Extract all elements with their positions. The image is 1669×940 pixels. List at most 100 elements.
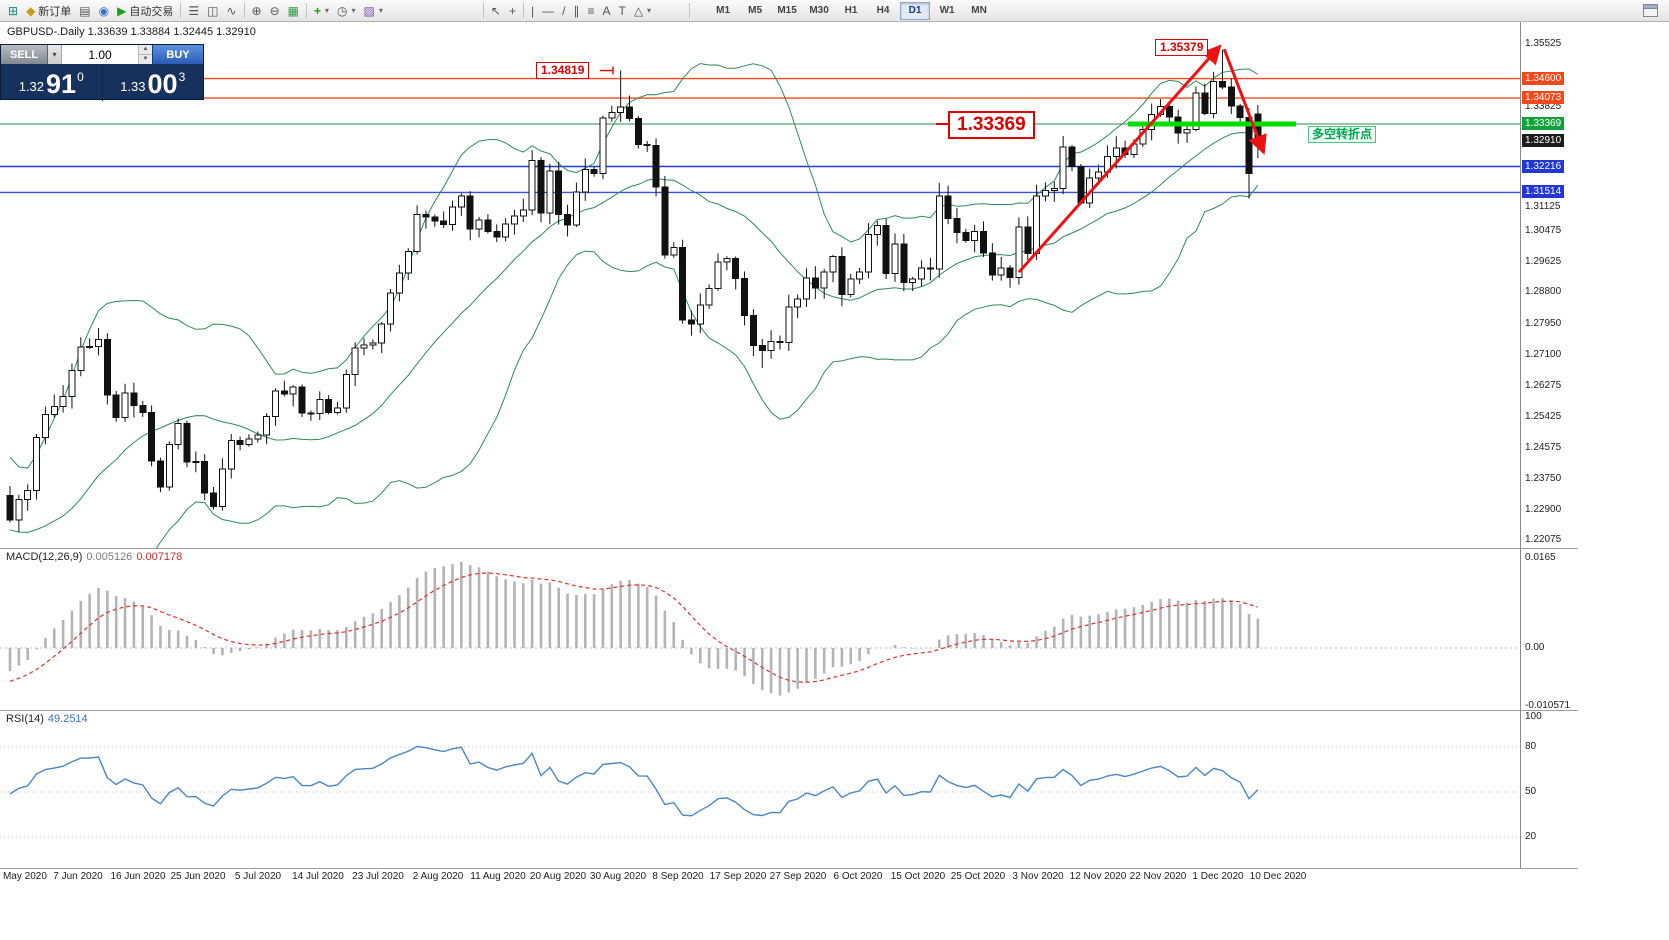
timeframe-button-m30[interactable]: M30	[809, 5, 829, 16]
time-axis-label: 23 Jul 2020	[352, 871, 404, 882]
macd-indicator-label: MACD(12,26,9) 0.005126 0.007178	[6, 551, 182, 563]
new-chart-button[interactable]: ⊞	[4, 2, 22, 20]
periods-icon: ◷	[337, 3, 348, 18]
lot-decrease-button[interactable]: ▼	[139, 55, 152, 64]
macd-signal-line	[9, 572, 1258, 683]
timeframe-button-d1[interactable]: D1	[900, 1, 931, 20]
drawn-objects	[600, 44, 1296, 274]
price-label-annotation-134819[interactable]: 1.34819	[536, 61, 590, 79]
text-label-button[interactable]: T	[614, 2, 629, 20]
zoom-in-button[interactable]: ⊕	[248, 2, 266, 20]
new-order-button[interactable]: ◆ 新订单	[22, 2, 75, 20]
equidistant-channel-button[interactable]: ∥	[569, 2, 583, 20]
trend-arrow-down[interactable]	[1222, 48, 1267, 155]
hline-icon: —	[542, 3, 555, 18]
timeframe-button-m5[interactable]: M5	[748, 5, 763, 16]
trend-arrow-up[interactable]	[1017, 44, 1222, 274]
bollinger-upper-band	[9, 63, 1259, 469]
templates-button[interactable]: ▨ ▾	[360, 2, 387, 20]
periods-button[interactable]: ◷ ▾	[333, 2, 360, 20]
bar-chart-button[interactable]: ☰	[184, 2, 203, 20]
lot-size-value[interactable]: 1.00	[88, 47, 112, 62]
time-axis-label: 14 Jul 2020	[292, 871, 344, 882]
line-chart-icon: ∿	[226, 3, 237, 18]
horizontal-line-button[interactable]: —	[538, 2, 558, 20]
timeframe-button-mn[interactable]: MN	[971, 5, 987, 16]
time-axis-separator	[0, 868, 1578, 869]
price-axis-tag: 1.33369	[1522, 116, 1565, 130]
timeframe-button-h1[interactable]: H1	[844, 5, 858, 16]
main-price-pane	[0, 63, 1520, 548]
lot-increase-button[interactable]: ▲	[139, 45, 152, 55]
rsi-panel-separator[interactable]	[0, 710, 1578, 711]
zoom-out-button[interactable]: ⊖	[266, 2, 284, 20]
price-axis-tag: 1.32216	[1522, 159, 1565, 173]
chevron-down-icon: ▾	[378, 6, 383, 15]
macd-panel-separator[interactable]	[0, 548, 1578, 549]
timeframe-button-m1[interactable]: M1	[716, 5, 731, 16]
timeframe-button-h4[interactable]: H4	[876, 5, 890, 16]
price-chart-canvas[interactable]	[0, 0, 1578, 870]
price-label-annotation-135379[interactable]: 1.35379	[1155, 38, 1209, 56]
autotrading-button[interactable]: ▶ 自动交易	[113, 2, 177, 20]
tile-windows-button[interactable]: ▦	[284, 2, 303, 20]
trendline-button[interactable]: /	[558, 2, 569, 20]
indicators-icon: +	[314, 3, 322, 18]
time-axis-label: 16 Jun 2020	[110, 871, 166, 882]
time-axis-label: 5 Jul 2020	[234, 871, 282, 882]
tile-windows-icon: ▦	[287, 3, 299, 18]
new-order-icon: ◆	[26, 3, 36, 18]
toolbar-separator	[243, 3, 245, 18]
zoom-in-icon: ⊕	[251, 3, 262, 18]
candlestick-chart-button[interactable]: ◫	[203, 2, 222, 20]
time-axis-label: 22 Nov 2020	[1129, 871, 1187, 882]
macd-histogram	[0, 561, 1520, 696]
sell-price-pips: 91	[46, 69, 77, 99]
price-axis-tag: 1.34073	[1522, 91, 1565, 105]
time-axis-label: 17 Sep 2020	[709, 871, 767, 882]
price-label-annotation-133369[interactable]: 1.33369	[948, 110, 1035, 139]
indicators-button[interactable]: + ▾	[310, 2, 333, 20]
buy-price-bigfigure: 1.33	[120, 79, 146, 94]
print-button[interactable]: ▤	[75, 2, 94, 20]
sell-button[interactable]: SELL	[1, 45, 48, 64]
line-chart-button[interactable]: ∿	[222, 2, 240, 20]
price-axis-tag: 1.31514	[1522, 185, 1565, 199]
timeframe-button-w1[interactable]: W1	[939, 5, 955, 16]
price-axis-label: 1.26275	[1525, 379, 1562, 391]
crosshair-icon: +	[508, 3, 516, 18]
macd-name: MACD(12,26,9)	[6, 551, 83, 563]
fibo-icon: ≡	[587, 3, 595, 18]
fibonacci-button[interactable]: ≡	[583, 2, 598, 20]
cursor-icon: ↖	[490, 3, 501, 18]
crosshair-button[interactable]: +	[505, 2, 520, 20]
vertical-line-button[interactable]: |	[527, 2, 538, 20]
new-chart-icon: ⊞	[8, 3, 19, 18]
autotrading-icon: ▶	[117, 3, 127, 18]
price-axis-label: 1.27950	[1525, 317, 1562, 329]
time-axis-label: 1 Dec 2020	[1192, 871, 1244, 882]
price-axis-label: 1.33825	[1525, 101, 1562, 113]
price-axis-label: 1.24575	[1525, 442, 1562, 454]
turning-point-text-label[interactable]: 多空转折点	[1308, 125, 1377, 143]
timeframe-button-m15[interactable]: M15	[777, 5, 797, 16]
cursor-button[interactable]: ↖	[487, 2, 505, 20]
time-axis-label: 20 Aug 2020	[529, 871, 587, 882]
lot-dropdown-button[interactable]: ▾	[48, 45, 62, 64]
zoom-out-icon: ⊖	[269, 3, 280, 18]
lot-size-field[interactable]: 1.00 ▲ ▼	[62, 45, 152, 64]
shapes-button[interactable]: △ ▾	[630, 2, 655, 20]
toolbar: ⊞ ◆ 新订单 ▤ ◉ ▶ 自动交易 ☰ ◫ ∿ ⊕ ⊖ ▦ + ▾ ◷ ▾ ▨ ▾ ↖ + | — / ∥ ≡ A T △ ▾ M1 M5…	[0, 0, 1669, 22]
chart-window-icon[interactable]	[1643, 4, 1658, 17]
rsi-axis-label: 80	[1525, 741, 1537, 752]
chevron-down-icon: ▾	[647, 6, 652, 15]
autotrading-label: 自动交易	[129, 5, 174, 18]
community-button[interactable]: ◉	[95, 2, 113, 20]
time-axis-label: 6 Oct 2020	[833, 871, 883, 882]
buy-button[interactable]: BUY	[152, 45, 203, 64]
sell-price: 1.32 91 0	[1, 64, 102, 101]
text-button[interactable]: A	[598, 2, 614, 20]
price-axis-label: 1.35525	[1525, 38, 1562, 50]
price-axis-tag: 1.32910	[1522, 133, 1565, 147]
